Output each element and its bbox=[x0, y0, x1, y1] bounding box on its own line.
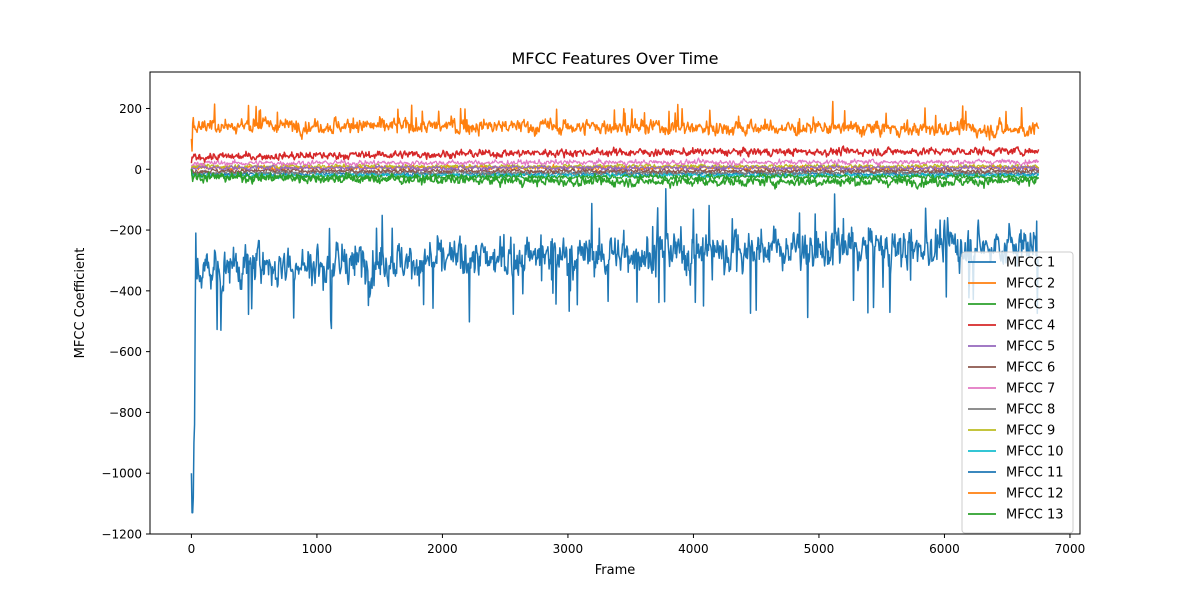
legend-box bbox=[961, 251, 1074, 534]
x-tick-label: 2000 bbox=[427, 542, 458, 556]
y-tick-label: −800 bbox=[109, 406, 142, 420]
y-axis-label: MFCC Coefficient bbox=[73, 248, 88, 359]
axes-frame bbox=[149, 71, 1081, 535]
legend-label-mfcc-4: MFCC 4 bbox=[1006, 319, 1055, 334]
series-line-mfcc-6 bbox=[191, 167, 1040, 175]
legend-label-mfcc-5: MFCC 5 bbox=[1006, 340, 1055, 355]
legend-label-mfcc-2: MFCC 2 bbox=[1006, 277, 1055, 292]
series-line-mfcc-4 bbox=[190, 145, 1040, 164]
series-line-mfcc-5 bbox=[190, 164, 1039, 172]
legend-label-mfcc-12: MFCC 12 bbox=[1006, 487, 1064, 502]
legend: MFCC 1 MFCC 2 MFCC 3 MFCC 4 MFCC 5 MFCC 6 MFCC… bbox=[961, 251, 1074, 534]
x-tick-label: 0 bbox=[188, 542, 196, 556]
legend-label-mfcc-10: MFCC 10 bbox=[1006, 445, 1064, 460]
legend-label-mfcc-6: MFCC 6 bbox=[1006, 361, 1055, 376]
y-tick-label: −400 bbox=[109, 284, 142, 298]
legend-label-mfcc-7: MFCC 7 bbox=[1006, 382, 1055, 397]
series-line-mfcc-10 bbox=[190, 169, 1040, 180]
legend-label-mfcc-1: MFCC 1 bbox=[1006, 256, 1055, 271]
series-line-mfcc-1 bbox=[190, 188, 1039, 514]
y-tick-label: −1000 bbox=[101, 467, 142, 481]
series-line-mfcc-2 bbox=[190, 100, 1040, 152]
y-tick-label: −200 bbox=[109, 224, 142, 238]
x-tick-label: 4000 bbox=[678, 542, 709, 556]
legend-label-mfcc-11: MFCC 11 bbox=[1006, 466, 1064, 481]
plot-area bbox=[190, 100, 1040, 514]
legend-label-mfcc-8: MFCC 8 bbox=[1006, 403, 1055, 418]
legend-label-mfcc-9: MFCC 9 bbox=[1006, 424, 1055, 439]
y-tick-label: −600 bbox=[109, 345, 142, 359]
x-tick-label: 6000 bbox=[929, 542, 960, 556]
chart-title: MFCC Features Over Time bbox=[511, 49, 718, 68]
series-line-mfcc-3 bbox=[190, 169, 1040, 190]
x-axis-label: Frame bbox=[595, 563, 636, 578]
y-tick-label: 200 bbox=[119, 102, 142, 116]
axes: 0 1000 2000 3000 4000 5000 6000 7000−1200−1000−… bbox=[101, 71, 1086, 556]
x-tick-label: 7000 bbox=[1055, 542, 1086, 556]
series-line-mfcc-7 bbox=[190, 157, 1040, 167]
legend-label-mfcc-13: MFCC 13 bbox=[1006, 508, 1064, 523]
legend-label-mfcc-3: MFCC 3 bbox=[1006, 298, 1055, 313]
series-line-mfcc-9 bbox=[190, 162, 1040, 170]
x-tick-label: 3000 bbox=[553, 542, 584, 556]
y-tick-label: −1200 bbox=[101, 528, 142, 542]
x-tick-label: 5000 bbox=[804, 542, 835, 556]
series-line-mfcc-8 bbox=[190, 168, 1040, 177]
y-tick-label: 0 bbox=[134, 163, 142, 177]
x-tick-label: 1000 bbox=[302, 542, 333, 556]
